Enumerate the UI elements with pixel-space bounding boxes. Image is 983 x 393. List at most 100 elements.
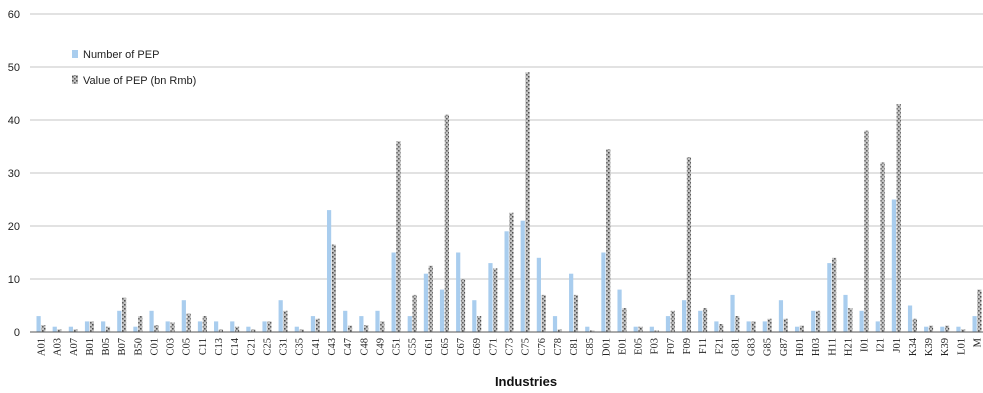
bar-value-of-pep-C73 (509, 212, 514, 332)
bar-number-of-pep-K34 (907, 305, 913, 332)
y-tick-label: 60 (8, 9, 20, 21)
bar-value-of-pep-A07 (73, 329, 78, 332)
bar-value-of-pep-C67 (460, 279, 466, 332)
x-tick-label: C49 (375, 338, 386, 356)
x-tick-label: L01 (956, 338, 967, 355)
x-tick-label: C21 (246, 338, 257, 356)
x-tick-label: C48 (359, 338, 370, 356)
bar-number-of-pep-I01 (859, 310, 864, 332)
x-tick-label: C14 (230, 337, 241, 355)
y-tick-label: 0 (14, 327, 20, 339)
bar-number-of-pep-C47 (343, 310, 348, 332)
bar-number-of-pep-H03 (811, 310, 816, 332)
bar-number-of-pep-C03 (165, 321, 170, 332)
x-axis-title: Industries (495, 374, 557, 389)
bar-value-of-pep-K39 (928, 325, 934, 332)
bar-number-of-pep-C11 (197, 321, 203, 332)
x-tick-label: C43 (327, 338, 338, 356)
bar-number-of-pep-C25 (262, 321, 267, 332)
bar-number-of-pep-E01 (617, 289, 622, 332)
bar-number-of-pep-C67 (456, 252, 461, 332)
y-tick-label: 10 (8, 274, 20, 286)
bar-number-of-pep-H01 (794, 326, 800, 332)
bar-number-of-pep-F09 (682, 300, 687, 332)
bar-value-of-pep-C51 (396, 141, 401, 332)
bars (36, 72, 982, 333)
bar-value-of-pep-M (977, 289, 982, 332)
bar-number-of-pep-C85 (585, 326, 590, 332)
gridlines (30, 13, 983, 280)
bar-value-of-pep-C03 (170, 322, 175, 332)
x-tick-label: B05 (101, 338, 112, 356)
bar-value-of-pep-C81 (573, 294, 579, 332)
legend: Number of PEP Value of PEP (bn Rmb) (72, 49, 196, 87)
bar-number-of-pep-C35 (294, 326, 299, 332)
bar-number-of-pep-F03 (649, 326, 654, 332)
bar-value-of-pep-C78 (557, 329, 562, 332)
bar-number-of-pep-C48 (359, 316, 364, 332)
bar-number-of-pep-C51 (391, 252, 396, 332)
bar-value-of-pep-F21 (719, 324, 724, 332)
x-tick-label: K39 (940, 338, 951, 356)
legend-label-value-of-pep: Value of PEP (bn Rmb) (83, 75, 196, 87)
x-tick-label: E01 (617, 338, 628, 355)
bar-value-of-pep-L01 (961, 329, 966, 332)
bar-number-of-pep-F11 (698, 310, 703, 332)
x-tick-label: M (973, 337, 983, 347)
x-tick-label: C01 (149, 338, 160, 356)
x-tick-label: B07 (117, 338, 128, 356)
bar-value-of-pep-C25 (267, 321, 272, 332)
bar-number-of-pep-G85 (762, 321, 767, 332)
x-tick-label: B01 (85, 338, 96, 356)
bar-number-of-pep-G83 (746, 321, 751, 332)
bar-value-of-pep-J01 (896, 104, 901, 332)
bar-value-of-pep-C21 (251, 329, 256, 332)
x-tick-label: G81 (730, 338, 741, 356)
bar-number-of-pep-G81 (730, 294, 735, 332)
bar-value-of-pep-C35 (299, 329, 304, 332)
bar-value-of-pep-H03 (815, 310, 821, 332)
x-tick-label: C71 (488, 338, 499, 356)
bar-value-of-pep-G83 (751, 321, 756, 332)
x-tick-label: C25 (262, 338, 273, 356)
y-tick-label: 40 (8, 115, 20, 127)
x-tick-label: C55 (408, 338, 419, 356)
bar-number-of-pep-A07 (68, 326, 73, 332)
bar-number-of-pep-B01 (84, 321, 90, 332)
bar-number-of-pep-C65 (439, 289, 445, 332)
bar-number-of-pep-C78 (552, 316, 558, 332)
x-tick-label: E05 (634, 338, 645, 355)
bar-number-of-pep-C41 (310, 316, 316, 332)
x-tick-label: D01 (601, 338, 612, 356)
bar-value-of-pep-C43 (331, 244, 336, 332)
bar-number-of-pep-F07 (665, 316, 671, 332)
x-tick-label: C65 (440, 338, 451, 356)
bar-value-of-pep-C71 (493, 268, 498, 332)
x-tick-label: C35 (295, 338, 306, 356)
x-tick-label: H03 (811, 338, 822, 356)
bar-value-of-pep-H21 (848, 308, 853, 332)
x-tick-label: C13 (214, 338, 225, 356)
bar-value-of-pep-F09 (686, 157, 692, 332)
bar-value-of-pep-B01 (89, 321, 94, 332)
bar-value-of-pep-E05 (638, 326, 643, 332)
x-tick-label: C03 (166, 338, 177, 356)
x-tick-label: C05 (182, 338, 193, 356)
bar-number-of-pep-C01 (149, 310, 154, 332)
x-tick-label: C11 (198, 338, 209, 355)
bar-value-of-pep-I21 (880, 162, 885, 332)
x-tick-label: F03 (650, 338, 661, 354)
bar-number-of-pep-C14 (230, 321, 235, 332)
bar-number-of-pep-C73 (504, 231, 509, 332)
bar-value-of-pep-C41 (315, 318, 320, 332)
bar-value-of-pep-K34 (912, 318, 917, 332)
x-tick-label: K34 (908, 337, 919, 356)
bar-number-of-pep-C05 (181, 300, 186, 332)
x-tick-label: F21 (714, 338, 725, 354)
x-tick-label: C75 (521, 338, 532, 356)
bar-number-of-pep-C21 (246, 326, 251, 332)
bar-value-of-pep-C65 (444, 114, 449, 332)
y-tick-label: 30 (8, 168, 20, 180)
bar-value-of-pep-C49 (380, 321, 385, 332)
